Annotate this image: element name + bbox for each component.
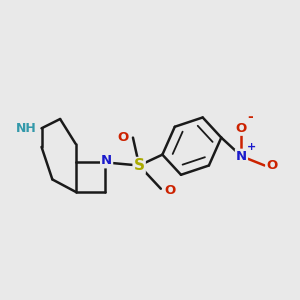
Text: NH: NH — [16, 122, 37, 135]
Text: S: S — [134, 158, 145, 173]
Text: O: O — [266, 159, 278, 172]
Text: N: N — [101, 154, 112, 167]
Text: N: N — [236, 150, 247, 163]
Text: O: O — [236, 122, 247, 135]
Text: O: O — [117, 131, 128, 144]
Text: +: + — [247, 142, 256, 152]
Text: -: - — [247, 110, 253, 124]
Text: O: O — [164, 184, 175, 197]
